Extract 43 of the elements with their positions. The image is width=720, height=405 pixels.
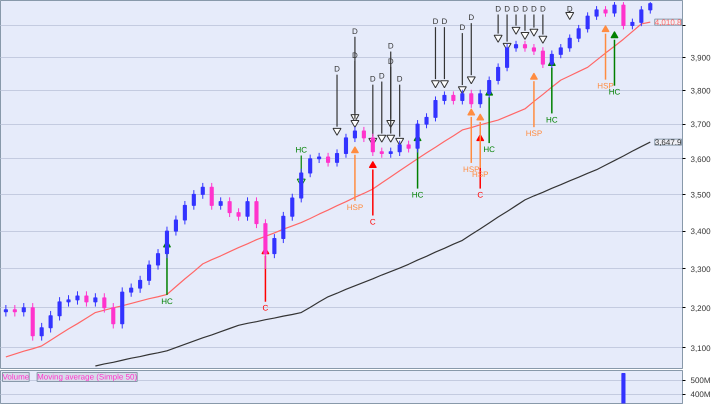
text: D [378, 72, 385, 81]
text: HSP [346, 202, 364, 212]
text: D [495, 4, 502, 14]
y-tick-label: 3,400 [690, 227, 712, 236]
y-tick-label: 3,900 [690, 54, 712, 63]
text: D [388, 42, 394, 51]
annotation: Moving average (Simple 50) [37, 372, 138, 382]
data-label: 4,010.8 [654, 18, 682, 28]
text: D [504, 4, 510, 14]
text: D [396, 74, 403, 84]
text: D [513, 4, 519, 14]
y-tick-label: 3,300 [690, 264, 712, 274]
text: D [459, 23, 466, 32]
y-tick-label: 3,500 [690, 190, 712, 200]
text: D [432, 17, 438, 26]
text: D [522, 4, 528, 14]
y-tick-label: 3,100 [690, 344, 712, 353]
text: D [442, 17, 448, 26]
text: D [334, 64, 340, 74]
text: HC [295, 145, 308, 154]
text: HSP [526, 129, 542, 138]
chart-title: Volume [2, 372, 30, 382]
text: D [531, 4, 537, 14]
y-tick-label: 3,200 [690, 304, 712, 313]
legend-label: D [566, 4, 573, 14]
text: HC [483, 145, 495, 154]
text: HC [412, 190, 424, 200]
text: HC [161, 296, 173, 306]
text: D [370, 74, 376, 84]
text: HC [546, 115, 558, 124]
data-label: 3,647.9 [654, 138, 682, 148]
y-tick-label: 400M [690, 390, 711, 400]
y-tick-label: 3,600 [690, 154, 712, 164]
text: D [468, 13, 474, 22]
text: C [477, 190, 484, 200]
y-tick-label: 500M [690, 376, 711, 385]
text: D [540, 4, 546, 14]
y-tick-label: 3,700 [690, 120, 712, 130]
text: HC [608, 88, 620, 97]
y-tick-label: 3,800 [690, 86, 712, 96]
text: C [370, 218, 376, 226]
text: D [352, 26, 358, 36]
text: C [262, 304, 269, 313]
